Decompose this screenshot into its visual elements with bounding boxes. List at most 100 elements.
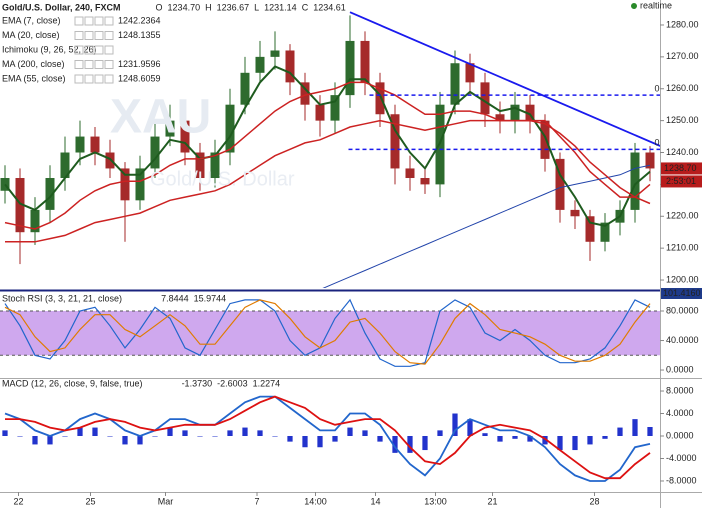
histogram-bar [407,436,413,453]
histogram-bar [47,436,53,445]
legend-icon [94,31,104,40]
level-label: 0 [654,138,659,148]
header-value: 15.9744 [194,293,227,303]
level-label: 0 [654,83,659,93]
histogram-bar [2,430,8,436]
legend-icon [104,16,114,26]
candle-body [60,152,70,179]
legend-icon [74,74,84,84]
candle-body [240,72,250,105]
histogram-bar [197,436,203,437]
histogram-bar [572,436,578,451]
histogram-bar [152,436,158,437]
y-tick-label: 80.0000 [666,305,699,315]
y-tick-label: -8.0000 [666,475,697,485]
legend-value: 1248.6059 [118,73,161,83]
price-label-bg [661,162,702,175]
candle-body [330,95,340,121]
candle-body [210,152,220,179]
candle-body [495,114,505,121]
histogram-bar [377,436,383,442]
legend-icon [74,31,84,40]
legend-icon [84,45,94,55]
legend-value: 1231.9596 [118,59,161,69]
candle-body [45,178,55,210]
histogram-bar [437,430,443,436]
y-tick-label: 1240.00 [666,147,699,157]
candle-body [300,82,310,105]
legend-icon [94,74,104,84]
histogram-bar [182,430,188,436]
legend-icon [104,74,114,84]
histogram-bar [17,436,23,437]
series-line [5,119,651,243]
candle-body [255,56,265,73]
candle-body [75,136,85,153]
legend-icon [104,45,114,55]
candle-body [180,120,190,153]
plot-area [0,11,660,288]
watermark: XAU [110,91,211,144]
x-tick-label: 21 [487,496,497,506]
legend-icon [74,60,84,69]
candle-body [405,168,415,179]
histogram-bar [647,427,653,436]
panel-title: MACD (12, 26, close, 9, false, true) [2,378,143,388]
candle-body [540,120,550,159]
ohlc-label: O [156,2,163,12]
histogram-bar [227,430,233,436]
countdown: 2:53:01 [666,176,696,186]
legend-name: EMA (7, close) [2,15,61,25]
histogram-bar [167,427,173,436]
candle-body [135,168,145,201]
candle-body [15,178,25,233]
histogram-bar [632,419,638,436]
candle-body [195,152,205,179]
panel-title: Stoch RSI (3, 3, 21, 21, close) [2,293,122,303]
histogram-bar [497,436,503,442]
candle-body [555,158,565,210]
x-tick-label: 22 [13,496,23,506]
candle-body [600,222,610,242]
histogram-bar [332,436,338,442]
histogram-bar [92,427,98,436]
candle-body [30,209,40,233]
histogram-bar [602,436,608,439]
header-value: -1.3730 [182,378,213,388]
histogram-bar [242,427,248,436]
histogram-bar [617,427,623,436]
countdown-bg [661,175,702,188]
candle-body [120,168,130,201]
y-tick-label: 0.0000 [666,364,694,374]
watermark-sub: Gold/U.S. Dollar [150,168,295,190]
candle-body [165,120,175,137]
series-line [4,81,651,230]
y-tick-label: 4.0000 [666,408,694,418]
band [0,311,660,356]
legend-icon [94,60,104,69]
legend-icon [74,45,84,55]
legend-value: 1248.1355 [118,30,161,40]
y-tick-label: 1200.00 [666,274,699,284]
x-tick-label: Mar [158,496,174,506]
histogram-bar [137,436,143,445]
candle-body [480,82,490,115]
candle-body [285,50,295,83]
panel-title: Gold/U.S. Dollar, 240, FXCM [2,2,121,12]
histogram-bar [257,430,263,436]
legend-name: MA (200, close) [2,59,65,69]
histogram-bar [587,436,593,445]
realtime-dot [631,3,637,9]
histogram-bar [272,436,278,437]
y-tick-label: 1260.00 [666,83,699,93]
series-line [4,298,651,367]
legend-name: MA (20, close) [2,30,60,40]
legend-icon [104,31,114,40]
histogram-bar [482,433,488,436]
candle-body [630,152,640,210]
candle-body [150,136,160,169]
candle-body [105,152,115,169]
y-tick-label: 40.0000 [666,335,699,345]
legend-icon [84,31,94,40]
